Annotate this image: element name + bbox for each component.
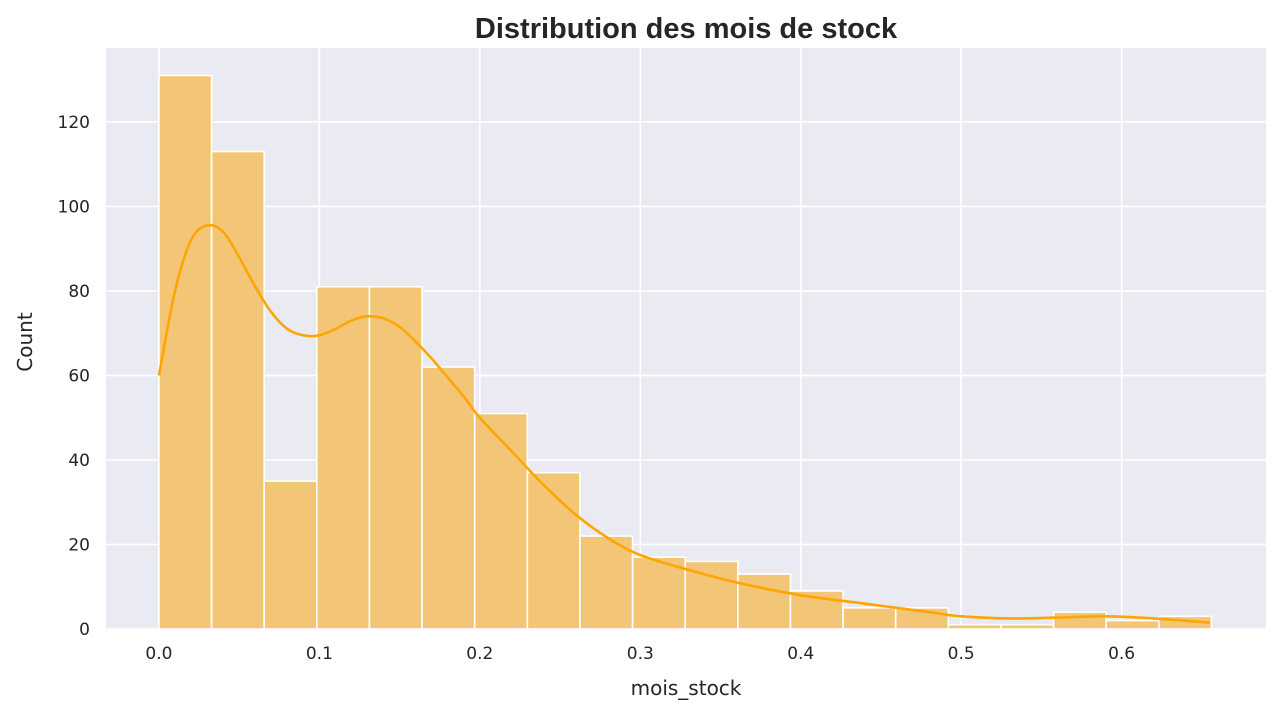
histogram-bars <box>158 74 1213 630</box>
y-axis-label: Count <box>13 312 37 372</box>
histogram-bar <box>473 412 529 630</box>
chart-title: Distribution des mois de stock <box>475 13 898 45</box>
x-tick-label: 0.2 <box>466 644 493 664</box>
y-tick-label: 60 <box>68 366 90 386</box>
histogram-bar <box>1052 611 1107 630</box>
kde-curve <box>157 223 1210 624</box>
x-tick-label: 0.3 <box>627 644 654 664</box>
histogram-bar <box>1000 623 1055 630</box>
histogram-bar <box>210 150 265 630</box>
histogram-bar <box>631 556 686 630</box>
y-tick-label: 40 <box>68 451 90 471</box>
y-tick-label: 120 <box>58 113 90 133</box>
histogram-bar <box>421 366 476 630</box>
histogram-bar <box>526 471 581 630</box>
y-tick-labels: 0 20 40 60 80 100 120 <box>58 113 90 640</box>
histogram-bar <box>1105 619 1160 630</box>
histogram-bar <box>158 74 213 630</box>
histogram-bar <box>368 285 423 630</box>
x-tick-label: 0.4 <box>787 644 814 664</box>
y-tick-label: 0 <box>79 620 90 640</box>
histogram-bar <box>579 535 634 630</box>
y-tick-label: 100 <box>58 197 90 217</box>
histogram-bar <box>842 607 897 630</box>
x-axis-label: mois_stock <box>631 676 742 700</box>
histogram-bar <box>263 480 318 630</box>
histogram-bar <box>316 285 371 630</box>
x-tick-labels: 0.0 0.1 0.2 0.3 0.4 0.5 0.6 <box>145 644 1135 664</box>
y-tick-label: 20 <box>68 535 90 555</box>
x-tick-label: 0.1 <box>306 644 333 664</box>
x-tick-label: 0.6 <box>1108 644 1135 664</box>
x-tick-label: 0.0 <box>145 644 172 664</box>
histogram-bar <box>947 623 1002 630</box>
histogram-bar <box>737 573 792 630</box>
y-tick-label: 80 <box>68 282 90 302</box>
x-tick-label: 0.5 <box>948 644 975 664</box>
